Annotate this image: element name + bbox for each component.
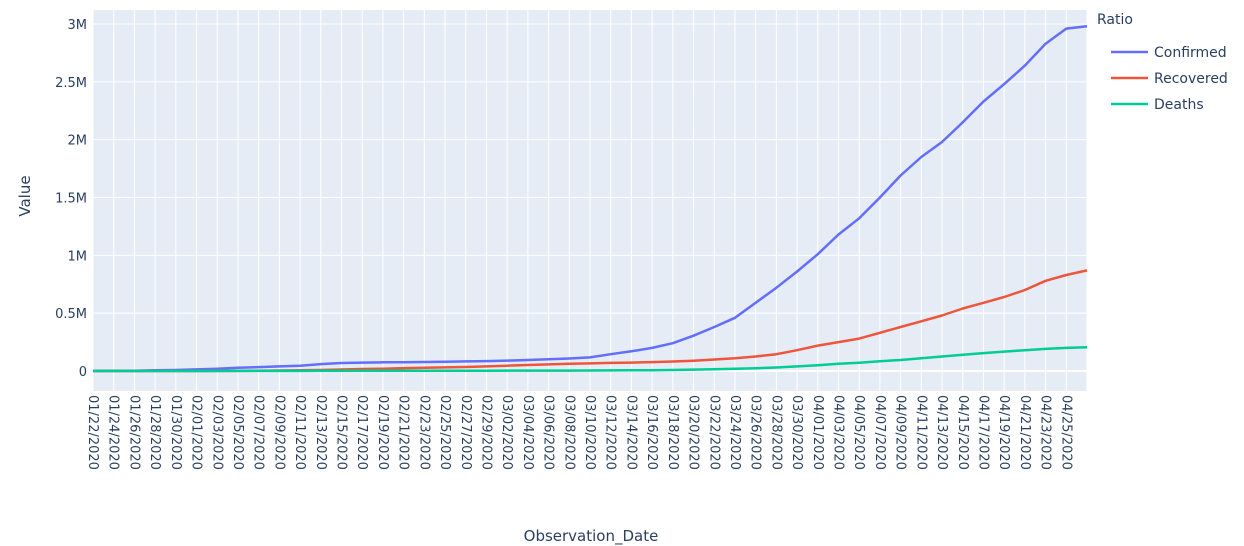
series-lines: [92, 25, 1088, 373]
x-tick-label: 04/25/2020: [1058, 395, 1073, 470]
x-tick-label: 04/15/2020: [955, 395, 970, 470]
legend-item-recovered[interactable]: Recovered: [1111, 71, 1228, 87]
x-tick-label: 04/05/2020: [851, 395, 866, 470]
x-tick-label: 04/01/2020: [810, 395, 825, 470]
x-tick-label: 04/21/2020: [1017, 395, 1032, 470]
x-tick-label: 03/04/2020: [520, 395, 535, 470]
x-tick-label: 03/30/2020: [789, 395, 804, 470]
x-tick-label: 03/28/2020: [768, 395, 783, 470]
y-tick-labels: 0 0.5M 1M 1.5M 2M 2.5M 3M: [55, 18, 87, 380]
x-tick-label: 02/23/2020: [416, 395, 431, 470]
x-tick-label: 03/06/2020: [541, 395, 556, 470]
x-tick-label: 04/19/2020: [996, 395, 1011, 470]
x-tick-label: 03/24/2020: [727, 395, 742, 470]
x-tick-label: 01/24/2020: [106, 395, 121, 470]
legend-item-deaths[interactable]: Deaths: [1111, 97, 1204, 113]
x-tick-label: 02/01/2020: [189, 395, 204, 470]
x-tick-labels: 01/22/2020 01/24/2020 01/26/2020 01/28/2020…: [85, 395, 1073, 470]
x-tick-label: 02/11/2020: [292, 395, 307, 470]
y-tick-label: 3M: [68, 18, 88, 33]
x-tick-label: 03/18/2020: [665, 395, 680, 470]
legend-label: Recovered: [1154, 71, 1228, 87]
x-tick-label: 02/27/2020: [458, 395, 473, 470]
y-axis-title: Value: [16, 175, 34, 216]
y-tick-label: 2.5M: [55, 76, 87, 91]
x-tick-label: 03/10/2020: [582, 395, 597, 470]
x-tick-label: 03/02/2020: [499, 395, 514, 470]
x-tick-label: 03/08/2020: [561, 395, 576, 470]
x-tick-label: 01/30/2020: [168, 395, 183, 470]
x-tick-label: 02/13/2020: [313, 395, 328, 470]
x-tick-label: 02/29/2020: [478, 395, 493, 470]
legend-label: Deaths: [1154, 97, 1204, 113]
x-tick-label: 02/09/2020: [271, 395, 286, 470]
x-tick-label: 04/07/2020: [872, 395, 887, 470]
x-tick-label: 02/19/2020: [375, 395, 390, 470]
x-tick-label: 02/21/2020: [396, 395, 411, 470]
y-tick-label: 1.5M: [55, 192, 87, 207]
x-tick-label: 01/28/2020: [147, 395, 162, 470]
x-tick-label: 04/11/2020: [913, 395, 928, 470]
x-tick-label: 04/17/2020: [975, 395, 990, 470]
x-tick-label: 04/13/2020: [934, 395, 949, 470]
x-tick-label: 03/26/2020: [748, 395, 763, 470]
legend-item-confirmed[interactable]: Confirmed: [1111, 45, 1227, 61]
series-line-confirmed: [92, 25, 1088, 373]
x-tick-label: 02/15/2020: [334, 395, 349, 470]
x-tick-label: 02/07/2020: [251, 395, 266, 470]
x-tick-label: 03/16/2020: [644, 395, 659, 470]
x-tick-label: 04/03/2020: [831, 395, 846, 470]
x-tick-label: 03/14/2020: [623, 395, 638, 470]
y-tick-label: 2M: [68, 134, 88, 149]
legend-label: Confirmed: [1154, 45, 1227, 61]
x-tick-label: 01/26/2020: [126, 395, 141, 470]
x-tick-label: 03/20/2020: [686, 395, 701, 470]
series-line-deaths: [93, 345, 1088, 373]
x-tick-label: 02/03/2020: [209, 395, 224, 470]
x-tick-label: 03/12/2020: [603, 395, 618, 470]
y-tick-label: 0.5M: [55, 307, 87, 322]
x-axis-title: Observation_Date: [524, 527, 659, 546]
y-tick-label: 0: [79, 365, 87, 380]
legend[interactable]: Ratio Confirmed Recovered Deaths: [1097, 12, 1228, 113]
x-tick-label: 02/17/2020: [354, 395, 369, 470]
x-tick-label: 03/22/2020: [706, 395, 721, 470]
y-tick-label: 1M: [68, 249, 88, 264]
legend-title: Ratio: [1097, 12, 1133, 28]
x-tick-label: 02/25/2020: [437, 395, 452, 470]
x-tick-label: 04/09/2020: [893, 395, 908, 470]
grid-lines: [92, 10, 1088, 391]
x-tick-label: 04/23/2020: [1038, 395, 1053, 470]
x-tick-label: 02/05/2020: [230, 395, 245, 470]
x-tick-label: 01/22/2020: [85, 395, 100, 470]
